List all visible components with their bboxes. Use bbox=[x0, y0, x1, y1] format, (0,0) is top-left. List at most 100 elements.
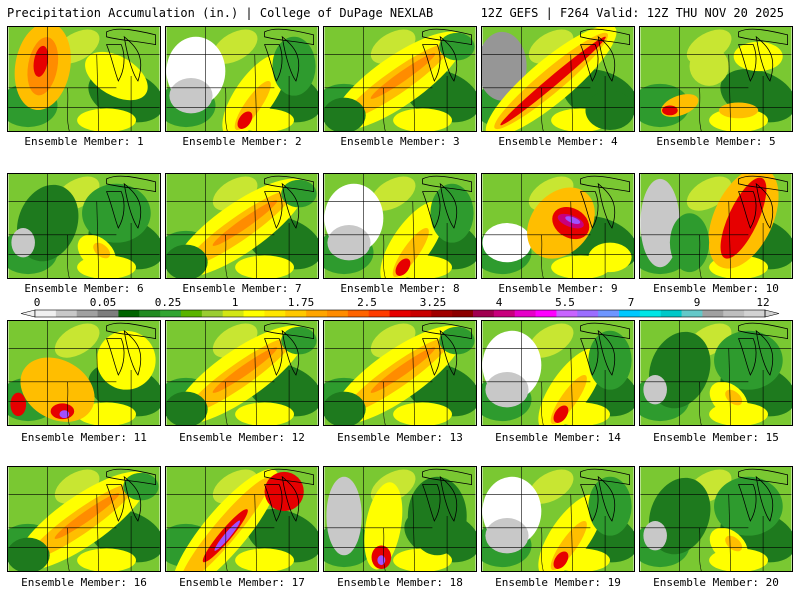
colorbar-swatch bbox=[76, 310, 99, 317]
colorbar-swatch bbox=[201, 310, 224, 317]
colorbar-swatch bbox=[306, 310, 328, 317]
header: Precipitation Accumulation (in.) | Colle… bbox=[0, 0, 800, 24]
ensemble-map-panel bbox=[481, 26, 635, 132]
ensemble-map-panel bbox=[7, 320, 161, 426]
ensemble-member-label: Ensemble Member: 2 bbox=[182, 135, 302, 148]
ensemble-map-panel bbox=[323, 26, 477, 132]
colorbar-tick-label: 3.25 bbox=[419, 296, 447, 309]
ensemble-map-panel bbox=[481, 466, 635, 572]
run-info: 12Z GEFS | F264 Valid: 12Z THU NOV 20 20… bbox=[480, 6, 784, 20]
colorbar-swatch bbox=[452, 310, 474, 317]
colorbar-swatch bbox=[473, 310, 495, 317]
colorbar-swatch bbox=[681, 310, 703, 317]
colorbar-swatch bbox=[598, 310, 620, 317]
colorbar-swatch bbox=[285, 310, 307, 317]
colorbar: 0 0.05 0.25 1 1.75 2.5 3.25 4 5.5 7 9 12 bbox=[0, 296, 800, 320]
colorbar-swatch bbox=[577, 310, 599, 317]
ensemble-map-panel bbox=[7, 466, 161, 572]
precip-map bbox=[639, 466, 793, 572]
ensemble-map-panel bbox=[7, 173, 161, 279]
ensemble-member-label: Ensemble Member: 15 bbox=[653, 431, 779, 444]
ensemble-map-panel bbox=[323, 173, 477, 279]
ensemble-member-label: Ensemble Member: 10 bbox=[653, 282, 779, 295]
precip-map bbox=[7, 26, 161, 132]
ensemble-member-label: Ensemble Member: 13 bbox=[337, 431, 463, 444]
colorbar-swatch bbox=[35, 310, 57, 317]
colorbar-swatch bbox=[243, 310, 265, 317]
ensemble-member-label: Ensemble Member: 8 bbox=[340, 282, 460, 295]
colorbar-swatch bbox=[327, 310, 349, 317]
colorbar-tick-label: 9 bbox=[693, 296, 701, 309]
colorbar-swatch bbox=[410, 310, 432, 317]
ensemble-map-panel bbox=[639, 320, 793, 426]
colorbar-tick-label: 4 bbox=[495, 296, 503, 309]
ensemble-map-panel bbox=[7, 26, 161, 132]
colorbar-tick-label: 0.05 bbox=[89, 296, 117, 309]
precip-map bbox=[323, 466, 477, 572]
map-title: Precipitation Accumulation (in.) | Colle… bbox=[7, 6, 434, 20]
colorbar-swatch bbox=[347, 310, 370, 317]
colorbar-min-arrow bbox=[20, 309, 36, 318]
precip-map bbox=[7, 320, 161, 426]
colorbar-swatch bbox=[702, 310, 724, 317]
precip-map bbox=[481, 320, 635, 426]
ensemble-member-label: Ensemble Member: 3 bbox=[340, 135, 460, 148]
colorbar-swatch bbox=[619, 310, 641, 317]
precip-map bbox=[323, 173, 477, 279]
colorbar-swatch bbox=[639, 310, 662, 317]
ensemble-map-panel bbox=[639, 173, 793, 279]
colorbar-swatch bbox=[264, 310, 286, 317]
precip-map bbox=[165, 466, 319, 572]
colorbar-tick-label: 12 bbox=[756, 296, 770, 309]
colorbar-swatch bbox=[118, 310, 140, 317]
precip-map bbox=[7, 173, 161, 279]
ensemble-map-panel bbox=[481, 320, 635, 426]
ensemble-map-panel bbox=[165, 466, 319, 572]
ensemble-map-panel bbox=[639, 466, 793, 572]
colorbar-tick-label: 0 bbox=[33, 296, 41, 309]
precip-map bbox=[481, 26, 635, 132]
ensemble-member-label: Ensemble Member: 16 bbox=[21, 576, 147, 589]
colorbar-tick-label: 7 bbox=[627, 296, 635, 309]
colorbar-swatch bbox=[431, 310, 453, 317]
colorbar-swatch bbox=[97, 310, 119, 317]
ensemble-member-label: Ensemble Member: 17 bbox=[179, 576, 305, 589]
ensemble-map-panel bbox=[639, 26, 793, 132]
ensemble-member-label: Ensemble Member: 5 bbox=[656, 135, 776, 148]
ensemble-member-label: Ensemble Member: 12 bbox=[179, 431, 305, 444]
ensemble-map-panel bbox=[481, 173, 635, 279]
precip-map bbox=[165, 320, 319, 426]
colorbar-swatch bbox=[660, 310, 683, 317]
precip-map bbox=[639, 26, 793, 132]
colorbar-swatch bbox=[181, 310, 203, 317]
ensemble-member-label: Ensemble Member: 1 bbox=[24, 135, 144, 148]
precip-map bbox=[165, 173, 319, 279]
ensemble-member-label: Ensemble Member: 6 bbox=[24, 282, 144, 295]
colorbar-swatch bbox=[55, 310, 78, 317]
ensemble-member-label: Ensemble Member: 11 bbox=[21, 431, 147, 444]
colorbar-swatch bbox=[160, 310, 182, 317]
precip-map bbox=[639, 320, 793, 426]
ensemble-member-label: Ensemble Member: 4 bbox=[498, 135, 618, 148]
precip-map bbox=[7, 466, 161, 572]
colorbar-tick-label: 5.5 bbox=[555, 296, 575, 309]
colorbar-tick-label: 0.25 bbox=[154, 296, 182, 309]
precip-map bbox=[323, 320, 477, 426]
ensemble-member-label: Ensemble Member: 14 bbox=[495, 431, 621, 444]
colorbar-swatch bbox=[744, 310, 766, 317]
colorbar-swatch bbox=[493, 310, 516, 317]
colorbar-swatch bbox=[368, 310, 391, 317]
colorbar-swatch bbox=[514, 310, 537, 317]
ensemble-map-panel bbox=[165, 320, 319, 426]
ensemble-member-label: Ensemble Member: 9 bbox=[498, 282, 618, 295]
ensemble-map-panel bbox=[323, 320, 477, 426]
precip-map bbox=[481, 466, 635, 572]
precip-map bbox=[481, 173, 635, 279]
colorbar-swatch bbox=[389, 310, 411, 317]
precip-map bbox=[165, 26, 319, 132]
colorbar-swatch bbox=[139, 310, 161, 317]
ensemble-member-label: Ensemble Member: 18 bbox=[337, 576, 463, 589]
colorbar-swatch bbox=[535, 310, 557, 317]
colorbar-max-arrow bbox=[764, 309, 780, 318]
precip-map bbox=[323, 26, 477, 132]
